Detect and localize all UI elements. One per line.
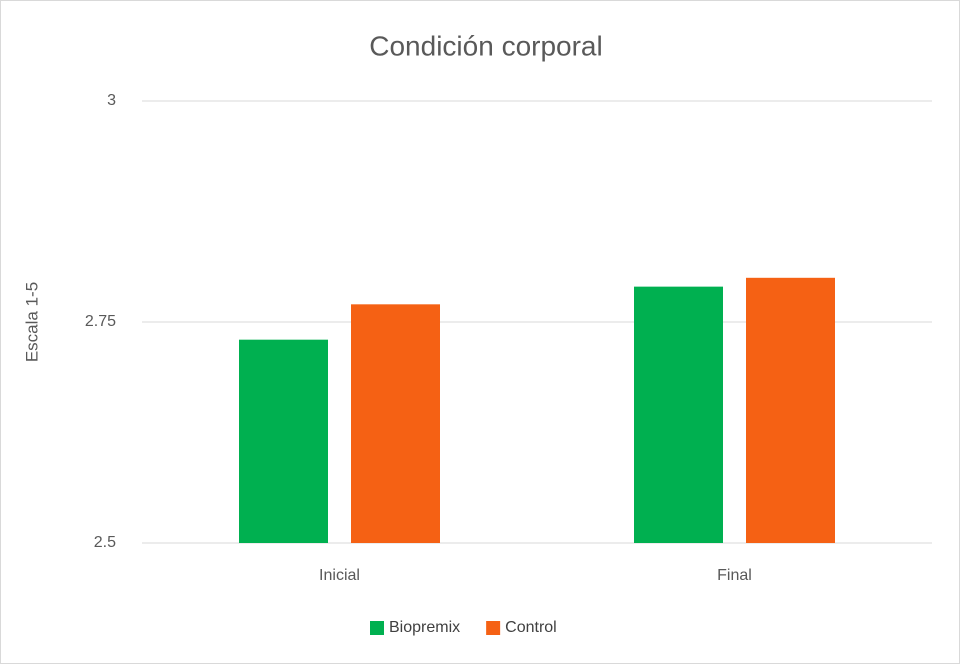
legend-label: Control [505, 619, 557, 636]
legend-label: Biopremix [389, 619, 460, 636]
y-axis-label: Escala 1-5 [22, 282, 41, 362]
x-tick-label: Inicial [319, 567, 360, 584]
bar [746, 277, 835, 543]
x-tick-label: Final [717, 567, 752, 584]
y-tick-label: 2.75 [85, 313, 116, 330]
bar [351, 304, 440, 543]
legend-swatch [370, 621, 384, 635]
legend-swatch [486, 621, 501, 635]
y-tick-label: 3 [107, 92, 116, 109]
chart-title: Condición corporal [369, 30, 602, 61]
y-tick-label: 2.5 [94, 534, 116, 551]
bar [634, 286, 723, 543]
bar [239, 339, 328, 543]
